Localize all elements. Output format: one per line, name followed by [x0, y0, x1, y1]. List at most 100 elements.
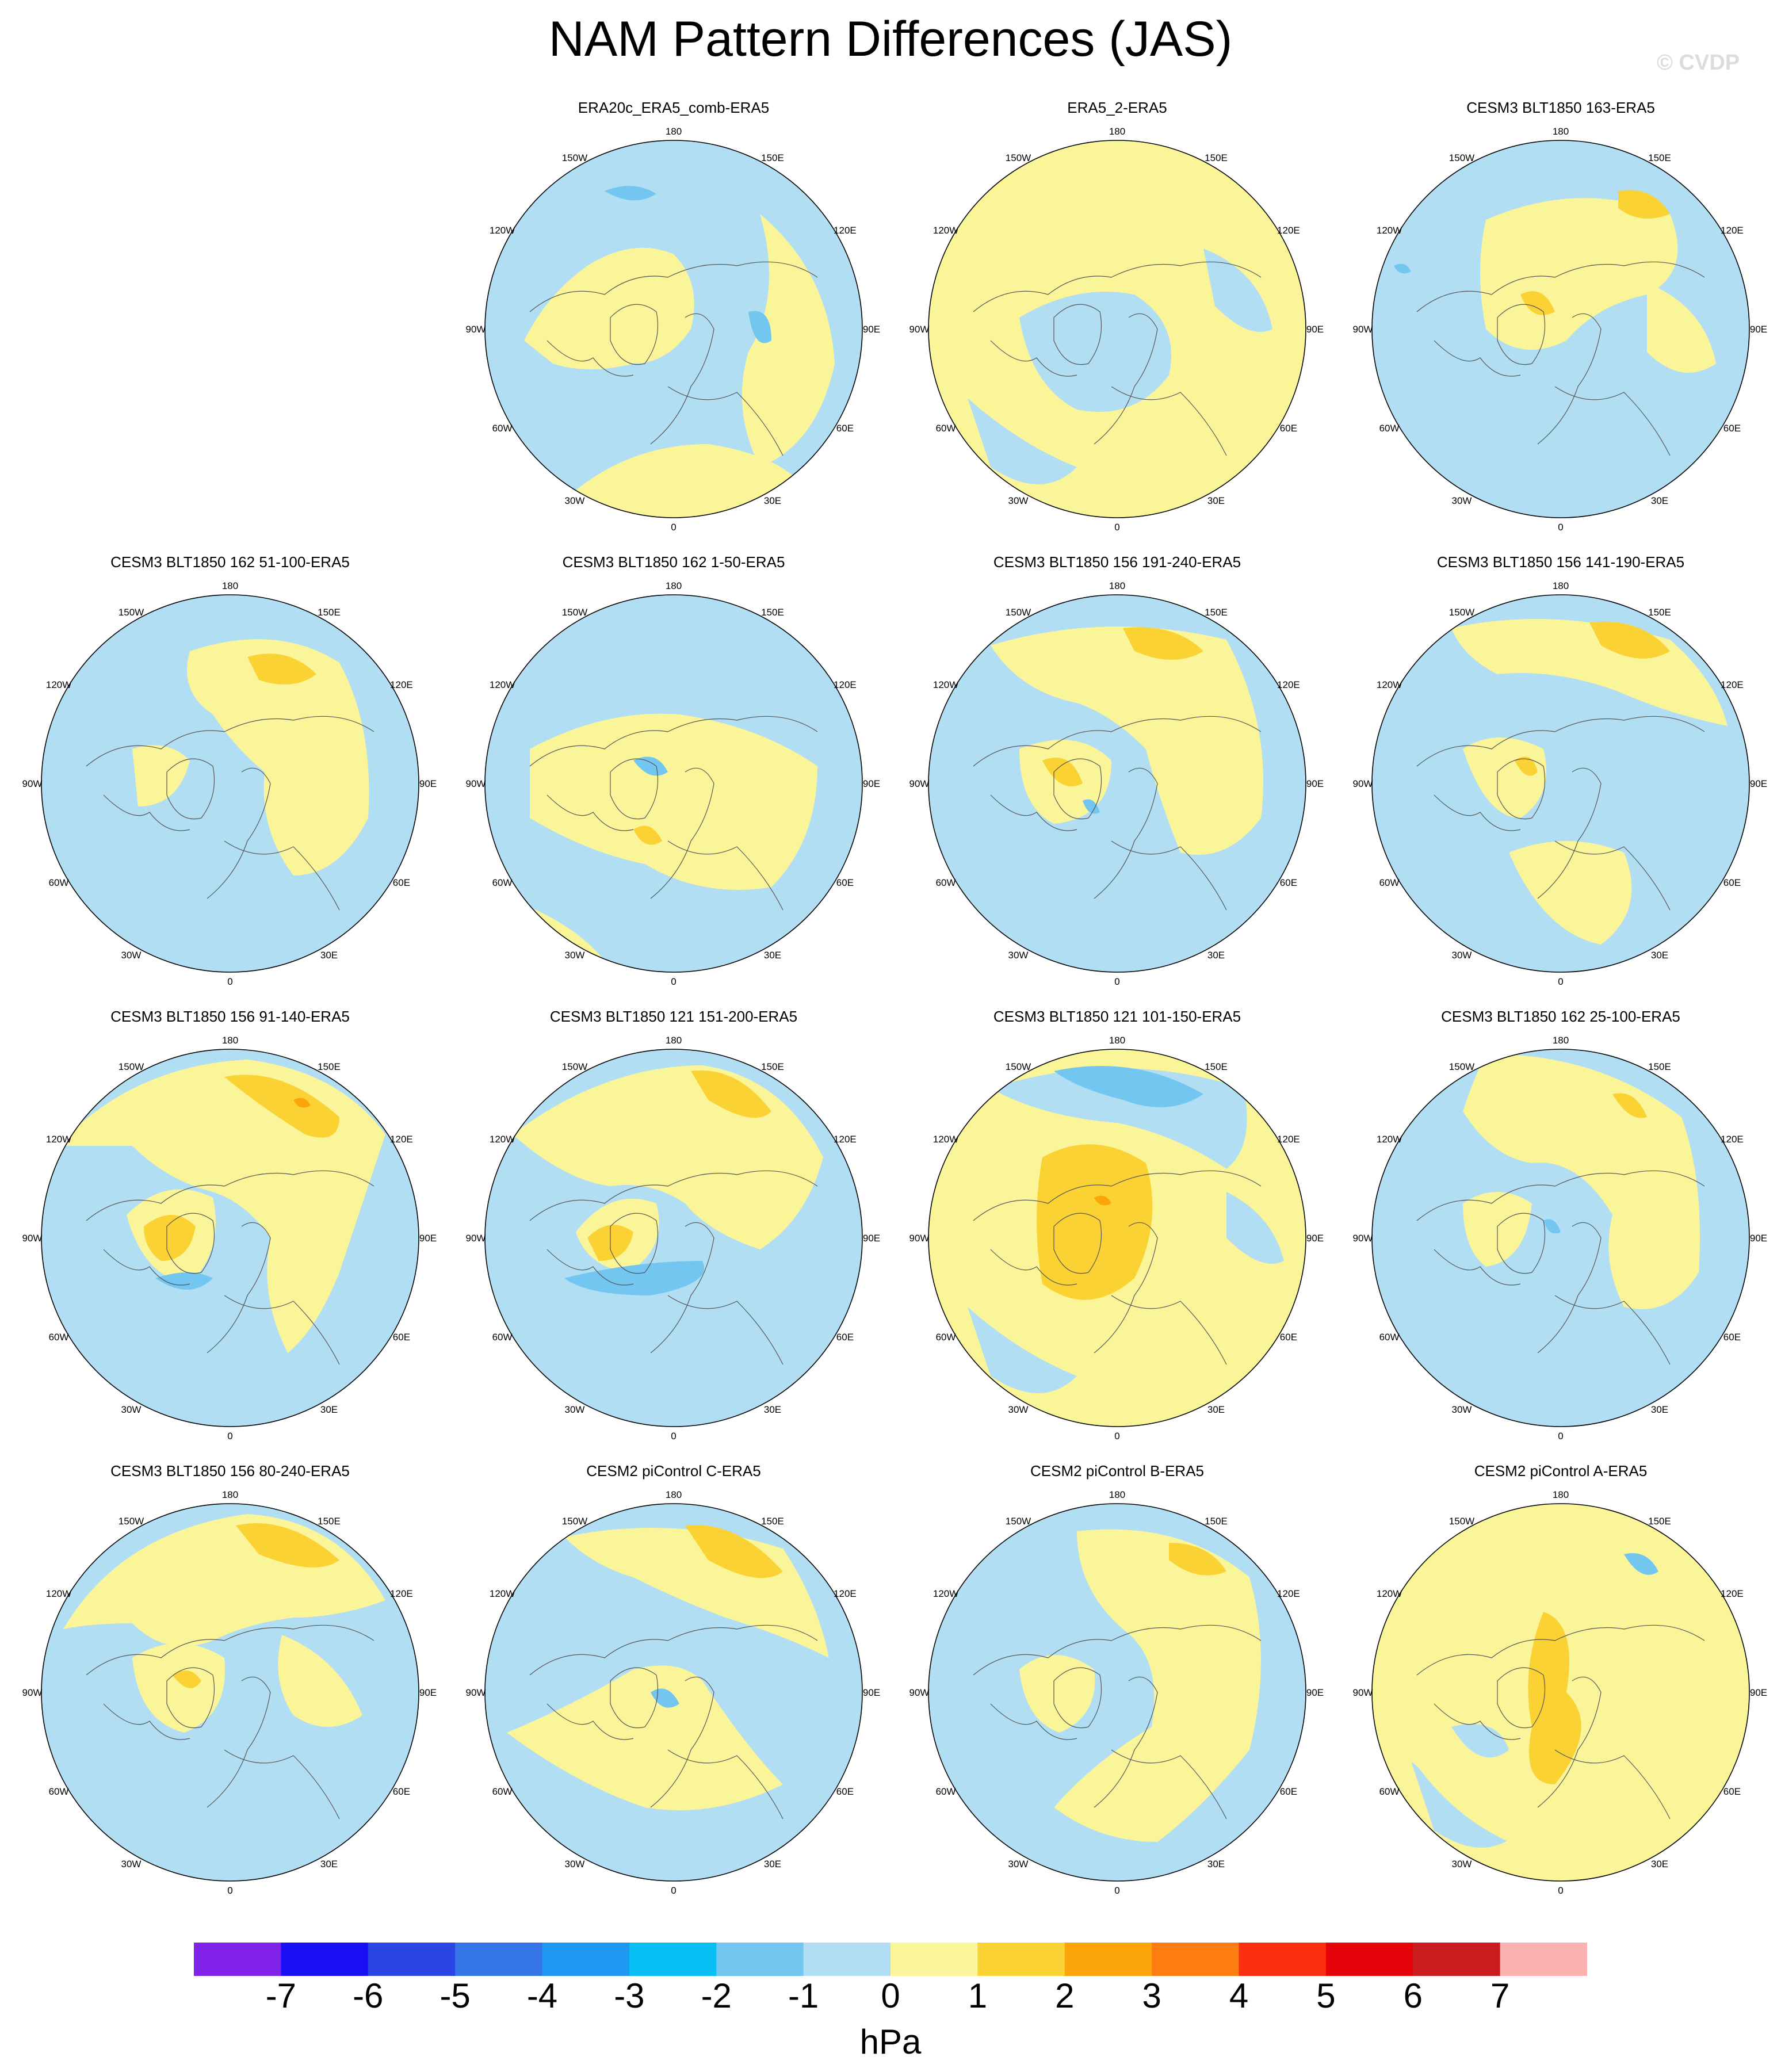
- colorbar-swatch: [629, 1943, 717, 1976]
- longitude-label: 120W: [46, 679, 71, 690]
- anomaly-contour: [1394, 263, 1411, 274]
- coastlines: [973, 1624, 1262, 1819]
- longitude-label: 30W: [565, 1404, 585, 1415]
- longitude-label: 150E: [761, 1061, 784, 1072]
- anomaly-contour: [1515, 756, 1538, 776]
- map-panel: CESM2 piControl B-ERA5 180 150E 120E 90E 60E 3…: [904, 1462, 1330, 1896]
- longitude-label: 120W: [490, 1588, 515, 1599]
- map-boundary: [1371, 1503, 1750, 1882]
- longitude-label: 180: [1109, 580, 1125, 591]
- figure-title: NAM Pattern Differences (JAS): [548, 12, 1233, 67]
- longitude-label: 150W: [1449, 152, 1474, 163]
- longitude-label: 90W: [22, 1233, 43, 1244]
- longitude-label: 120E: [1721, 1588, 1744, 1599]
- coastlines: [86, 1624, 374, 1819]
- coastlines: [529, 1170, 818, 1365]
- longitude-label: 60W: [936, 423, 956, 434]
- anomaly-contour: [1509, 841, 1632, 945]
- longitude-label: 90E: [1750, 324, 1767, 335]
- map-boundary: [1371, 1049, 1750, 1427]
- colorbar-swatch: [1064, 1943, 1152, 1976]
- colorbar-tick-label: -5: [439, 1977, 471, 2015]
- field-background: [41, 595, 419, 972]
- polar-map: 180 150E 120E 90E 60E 30E 0 30W 60W 90W 120W 150W: [1353, 1035, 1768, 1442]
- longitude-label: 90E: [1306, 324, 1324, 335]
- anomaly-contour: [685, 1525, 783, 1578]
- longitude-label: 90E: [419, 1687, 437, 1698]
- longitude-label: 150W: [119, 607, 144, 618]
- longitude-label: 150W: [1006, 152, 1031, 163]
- longitude-label: 120E: [1277, 1588, 1300, 1599]
- anomaly-contour: [1083, 799, 1100, 814]
- longitude-label: 180: [1109, 1035, 1125, 1046]
- map-boundary: [1371, 594, 1750, 973]
- colorbar-swatch: [281, 1943, 369, 1976]
- panel-title: CESM3 BLT1850 162 51-100-ERA5: [110, 553, 350, 571]
- longitude-label: 150E: [761, 607, 784, 618]
- longitude-label: 150E: [761, 1516, 784, 1527]
- longitude-label: 30E: [1207, 950, 1225, 961]
- anomaly-contour: [132, 1643, 226, 1733]
- colorbar-swatch: [716, 1943, 804, 1976]
- longitude-label: 0: [1114, 1431, 1119, 1442]
- longitude-label: 120W: [1377, 225, 1402, 236]
- longitude-label: 120W: [1377, 1134, 1402, 1145]
- map-panel: CESM3 BLT1850 156 191-240-ERA5 180 150E 120…: [904, 553, 1330, 987]
- anomaly-contour: [1624, 1553, 1658, 1575]
- longitude-label: 120E: [1721, 225, 1744, 236]
- longitude-label: 180: [1109, 1489, 1125, 1500]
- panel-title: CESM3 BLT1850 156 141-190-ERA5: [1436, 553, 1685, 571]
- anomaly-contour: [991, 626, 1263, 855]
- longitude-label: 60E: [393, 877, 410, 888]
- longitude-label: 0: [1558, 976, 1563, 987]
- longitude-label: 120E: [1277, 1134, 1300, 1145]
- map-panel: CESM3 BLT1850 156 91-140-ERA5 180 150E 120E…: [17, 1008, 443, 1442]
- map-panel: CESM3 BLT1850 162 1-50-ERA5 180 150E 120E 90…: [461, 553, 886, 987]
- longitude-label: 120W: [490, 1134, 515, 1145]
- polar-map: 180 150E 120E 90E 60E 30E 0 30W 60W 90W 120W 150W: [466, 1035, 881, 1442]
- longitude-label: 30W: [1452, 1404, 1472, 1415]
- anomaly-contour: [278, 1635, 362, 1727]
- longitude-label: 0: [671, 522, 676, 533]
- longitude-label: 150E: [1205, 1516, 1228, 1527]
- longitude-label: 90W: [1353, 1687, 1373, 1698]
- map-panel: CESM3 BLT1850 162 51-100-ERA5 180 150E 120E…: [17, 553, 443, 987]
- longitude-label: 60W: [492, 877, 513, 888]
- longitude-label: 60E: [836, 423, 854, 434]
- longitude-label: 60E: [836, 877, 854, 888]
- colorbar-swatch: [890, 1943, 978, 1976]
- panel-title: CESM3 BLT1850 162 1-50-ERA5: [562, 553, 785, 571]
- anomaly-contour: [530, 713, 817, 890]
- panel-title: CESM3 BLT1850 156 80-240-ERA5: [110, 1462, 350, 1480]
- anomaly-contour: [1169, 1543, 1226, 1576]
- longitude-label: 0: [1558, 522, 1563, 533]
- longitude-label: 60W: [49, 1786, 69, 1797]
- anomaly-contour: [247, 653, 316, 685]
- map-boundary: [484, 1049, 863, 1427]
- map-panel: CESM2 piControl C-ERA5 180 150E 120E 90E 60E 3…: [461, 1462, 886, 1896]
- longitude-label: 120W: [933, 1134, 958, 1145]
- colorbar-swatch: [1413, 1943, 1501, 1976]
- colorbar-tick-label: -3: [614, 1977, 645, 2015]
- colorbar-swatch: [368, 1943, 456, 1976]
- anomaly-contour: [187, 639, 369, 876]
- longitude-label: 30W: [565, 495, 585, 506]
- longitude-label: 180: [222, 1489, 238, 1500]
- longitude-label: 60E: [1280, 877, 1297, 888]
- map-panel: CESM3 BLT1850 156 141-190-ERA5 180 150E 120…: [1348, 553, 1774, 987]
- longitude-label: 60W: [492, 1332, 513, 1343]
- map-boundary: [928, 140, 1306, 518]
- longitude-label: 60W: [49, 1332, 69, 1343]
- longitude-label: 30E: [764, 950, 781, 961]
- longitude-label: 150W: [1006, 1061, 1031, 1072]
- longitude-label: 0: [227, 1431, 232, 1442]
- longitude-label: 150W: [119, 1516, 144, 1527]
- anomaly-contour: [1123, 627, 1203, 660]
- longitude-label: 150W: [562, 607, 587, 618]
- longitude-label: 60W: [936, 877, 956, 888]
- longitude-label: 120W: [933, 679, 958, 690]
- panel-title: CESM3 BLT1850 121 151-200-ERA5: [549, 1008, 798, 1025]
- longitude-label: 150E: [1205, 607, 1228, 618]
- longitude-label: 180: [1553, 1489, 1569, 1500]
- longitude-label: 180: [1553, 1035, 1569, 1046]
